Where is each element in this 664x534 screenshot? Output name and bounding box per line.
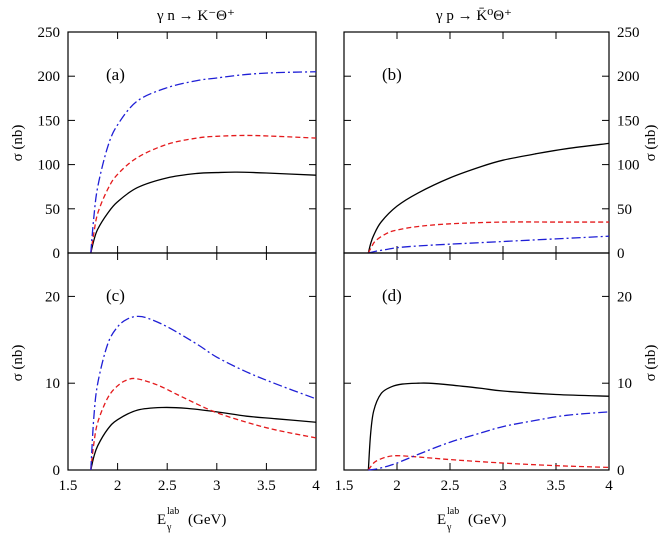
panel-c-xtick-label: 3 [213, 478, 221, 494]
panel-a-series-dashed [90, 134, 317, 254]
panel-b-series-dash-dot [368, 235, 610, 254]
title-left: γ n → K⁻Θ⁺ [156, 8, 235, 24]
panel-c-xtick-label: 3.5 [257, 478, 276, 494]
panel-d-ytick-label: 20 [617, 289, 632, 305]
panel-b-ytick-label: 250 [617, 25, 640, 41]
panel-c-xtick-label: 1.5 [59, 478, 78, 494]
panel-d-xtick-label: 2.5 [441, 478, 460, 494]
xlabel-right: E γ lab (GeV) [437, 506, 506, 533]
panel-c-xtick-label: 2 [114, 478, 122, 494]
ylabel-right-top: σ (nb) [643, 125, 659, 162]
panel-d-ytick-label: 0 [617, 463, 625, 479]
panel-b-ytick-label: 150 [617, 113, 640, 129]
panel-c-series-dash-dot [90, 315, 317, 471]
panel-a: 0 50 100 150 200 250 (a) [38, 25, 317, 262]
panel-a-ytick-label: 100 [38, 158, 61, 174]
ylabel-left-bottom: σ (nb) [10, 345, 26, 382]
panel-d-series-dash-dot [368, 411, 610, 471]
panel-a-ytick-label: 50 [45, 202, 60, 218]
xlabel-left: E γ lab (GeV) [157, 506, 226, 533]
panel-d-xtick-label: 4 [605, 478, 613, 494]
panel-b: 0 50 100 150 200 250 (b) [343, 25, 640, 262]
panel-d-xtick-label: 2 [393, 478, 401, 494]
svg-text:(GeV): (GeV) [188, 512, 226, 528]
ylabel-right-bottom: σ (nb) [643, 345, 659, 382]
svg-text:γ: γ [446, 522, 452, 533]
panel-c-ytick-label: 0 [53, 463, 61, 479]
panel-a-label: (a) [106, 65, 125, 84]
panel-c-xtick-label: 2.5 [158, 478, 177, 494]
panel-b-ytick-label: 0 [617, 246, 625, 262]
ylabel-left-top: σ (nb) [10, 125, 26, 162]
panel-c-frame [67, 252, 317, 471]
svg-text:lab: lab [447, 506, 459, 517]
panel-a-series-solid [90, 171, 317, 254]
panel-d-xtick-label: 3.5 [547, 478, 566, 494]
svg-text:E: E [437, 512, 446, 528]
panel-c-ytick-label: 20 [45, 289, 60, 305]
panel-d-series-solid [367, 382, 610, 471]
panel-d: 0 10 20 1.5 2 2.5 3 3.5 4 (d) [335, 252, 632, 494]
panel-d-xtick-label: 1.5 [335, 478, 354, 494]
panel-c: 0 10 20 1.5 2 2.5 3 3.5 4 (c) [45, 252, 320, 494]
panel-d-frame [343, 252, 610, 471]
panel-a-ytick-label: 200 [38, 69, 61, 85]
panel-c-label: (c) [106, 286, 125, 305]
panel-b-series-solid [367, 142, 610, 254]
title-right: γ p → K̄⁰Θ⁺ [435, 8, 512, 24]
panel-c-series-solid [90, 406, 317, 471]
panel-d-ytick-label: 10 [617, 376, 632, 392]
svg-text:γ: γ [166, 522, 172, 533]
panel-d-label: (d) [382, 286, 402, 305]
panel-a-ytick-label: 250 [38, 25, 61, 41]
panel-a-ytick-label: 0 [53, 246, 61, 262]
panel-b-ytick-label: 50 [617, 202, 632, 218]
panel-b-series-dashed [367, 221, 609, 254]
panel-a-ytick-label: 150 [38, 113, 61, 129]
panel-d-xtick-label: 3 [499, 478, 507, 494]
panel-b-ytick-label: 200 [617, 69, 640, 85]
svg-text:lab: lab [167, 506, 179, 517]
panel-a-series-dash-dot [90, 71, 317, 254]
panel-c-series-dashed [90, 377, 317, 471]
panel-d-series-dashed [367, 455, 610, 471]
panel-c-ytick-label: 10 [45, 376, 60, 392]
panel-b-label: (b) [382, 65, 402, 84]
svg-text:(GeV): (GeV) [468, 512, 506, 528]
svg-text:E: E [157, 512, 166, 528]
panel-b-ytick-label: 100 [617, 158, 640, 174]
panel-c-xtick-label: 4 [312, 478, 320, 494]
